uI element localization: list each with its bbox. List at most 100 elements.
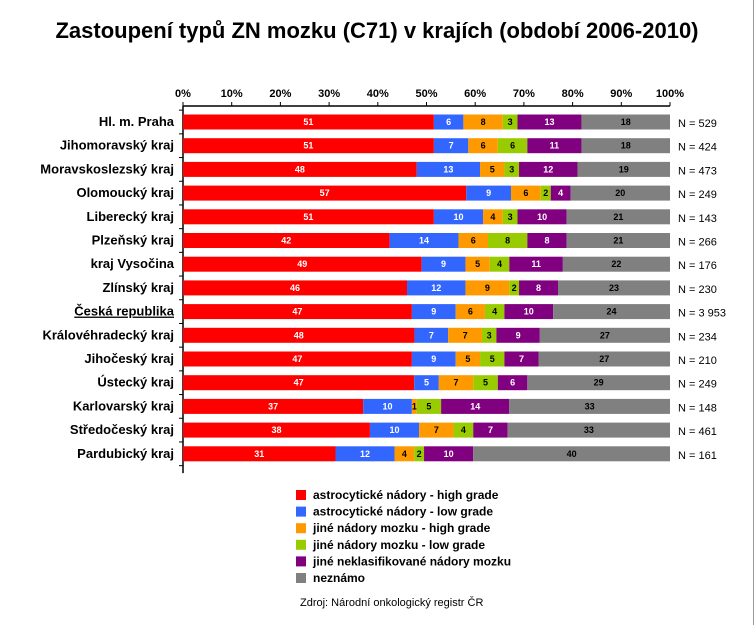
bar-segment <box>480 351 505 367</box>
data-label: 38 <box>271 425 281 435</box>
data-label: 5 <box>465 354 470 364</box>
bar-segment <box>414 375 439 391</box>
data-label: 48 <box>294 330 304 340</box>
category-label: Zlínský kraj <box>102 280 174 295</box>
x-tick-label: 10% <box>221 88 243 100</box>
data-label: 10 <box>537 212 547 222</box>
legend-label: jiné nádory mozku - high grade <box>312 521 491 535</box>
bar-segment <box>570 185 670 201</box>
n-label: N = 210 <box>678 355 717 367</box>
bar-segment <box>183 351 412 367</box>
x-tick-label: 70% <box>513 88 535 100</box>
bar-segment <box>416 161 481 177</box>
bar-segment <box>519 161 578 177</box>
category-label: Jihočeský kraj <box>84 351 174 366</box>
bar-segment <box>466 185 511 201</box>
bar-segment <box>183 280 408 296</box>
data-label: 5 <box>483 378 488 388</box>
bar-segment <box>497 375 528 391</box>
data-label: 19 <box>619 164 629 174</box>
x-tick-label: 0% <box>175 88 191 100</box>
bar-segment <box>463 114 503 130</box>
bar-segment <box>183 114 434 130</box>
x-tick-label: 90% <box>610 88 632 100</box>
source-note: Zdroj: Národní onkologický registr ČR <box>300 597 484 609</box>
bar-segment <box>458 233 488 248</box>
category-label: Pardubický kraj <box>77 446 174 461</box>
category-label: Česká republika <box>74 304 174 319</box>
data-label: 18 <box>621 117 631 127</box>
bar-segment <box>183 256 422 272</box>
bar-segment <box>484 304 505 320</box>
data-label: 18 <box>621 141 631 151</box>
bar-segment <box>421 256 466 272</box>
data-label: 7 <box>519 354 524 364</box>
data-label: 10 <box>444 449 454 459</box>
data-label: 7 <box>463 330 468 340</box>
bar-segment <box>441 398 510 414</box>
data-label: 21 <box>613 236 623 246</box>
data-label: 14 <box>470 401 480 411</box>
data-label: 11 <box>550 141 560 151</box>
data-label: 47 <box>294 378 304 388</box>
bar-segment <box>581 138 670 154</box>
bar-segment <box>335 446 395 462</box>
data-label: 7 <box>449 141 454 151</box>
data-label: 11 <box>531 259 541 269</box>
legend-swatch <box>296 490 306 500</box>
data-label: 4 <box>461 425 466 435</box>
bar-segment <box>480 161 505 177</box>
n-label: N = 176 <box>678 260 717 272</box>
legend-swatch <box>296 539 306 550</box>
category-label: Hl. m. Praha <box>99 114 175 129</box>
bar-segment <box>519 280 558 296</box>
bar-segment <box>517 209 567 225</box>
bar-segment <box>183 304 412 320</box>
bar-segment <box>517 114 582 130</box>
bar-segment <box>389 233 459 248</box>
data-label: 23 <box>609 283 619 293</box>
data-label: 6 <box>481 141 486 151</box>
category-label: Jihomoravský kraj <box>60 138 174 153</box>
bar-segment <box>433 209 484 225</box>
bar-segment <box>465 256 490 272</box>
bar-segment <box>502 114 518 130</box>
data-label: 49 <box>297 259 307 269</box>
bar-segment <box>433 114 464 130</box>
data-label: 27 <box>600 330 610 340</box>
data-label: 3 <box>487 330 492 340</box>
bar-segment <box>183 209 434 225</box>
x-tick-label: 80% <box>562 88 584 100</box>
data-label: 5 <box>475 259 480 269</box>
n-label: N = 461 <box>678 426 717 438</box>
category-label: Olomoucký kraj <box>76 185 174 200</box>
data-label: 4 <box>492 307 497 317</box>
x-tick-label: 20% <box>269 88 291 100</box>
data-label: 47 <box>292 354 302 364</box>
data-label: 6 <box>510 378 515 388</box>
category-label: Plzeňský kraj <box>92 233 174 248</box>
data-label: 24 <box>607 307 617 317</box>
data-label: 9 <box>486 188 491 198</box>
bar-segment <box>473 375 498 391</box>
bar-segment <box>407 280 466 296</box>
data-label: 10 <box>524 307 534 317</box>
data-label: 48 <box>295 164 305 174</box>
data-label: 5 <box>424 378 429 388</box>
data-label: 42 <box>281 236 291 246</box>
bar-segment <box>419 422 454 438</box>
bar-segment <box>394 446 415 462</box>
data-label: 5 <box>426 401 431 411</box>
bar-segment <box>509 398 670 414</box>
bar-segment <box>455 351 481 367</box>
data-label: 40 <box>567 449 577 459</box>
bar-segment <box>183 161 417 177</box>
data-label: 31 <box>254 449 264 459</box>
bar-segment <box>465 280 510 296</box>
data-label: 13 <box>443 164 453 174</box>
bar-segment <box>562 256 670 272</box>
bar-segment <box>527 375 670 391</box>
n-label: N = 230 <box>678 284 717 296</box>
n-label: N = 266 <box>678 237 717 249</box>
bar-segment <box>509 280 520 296</box>
